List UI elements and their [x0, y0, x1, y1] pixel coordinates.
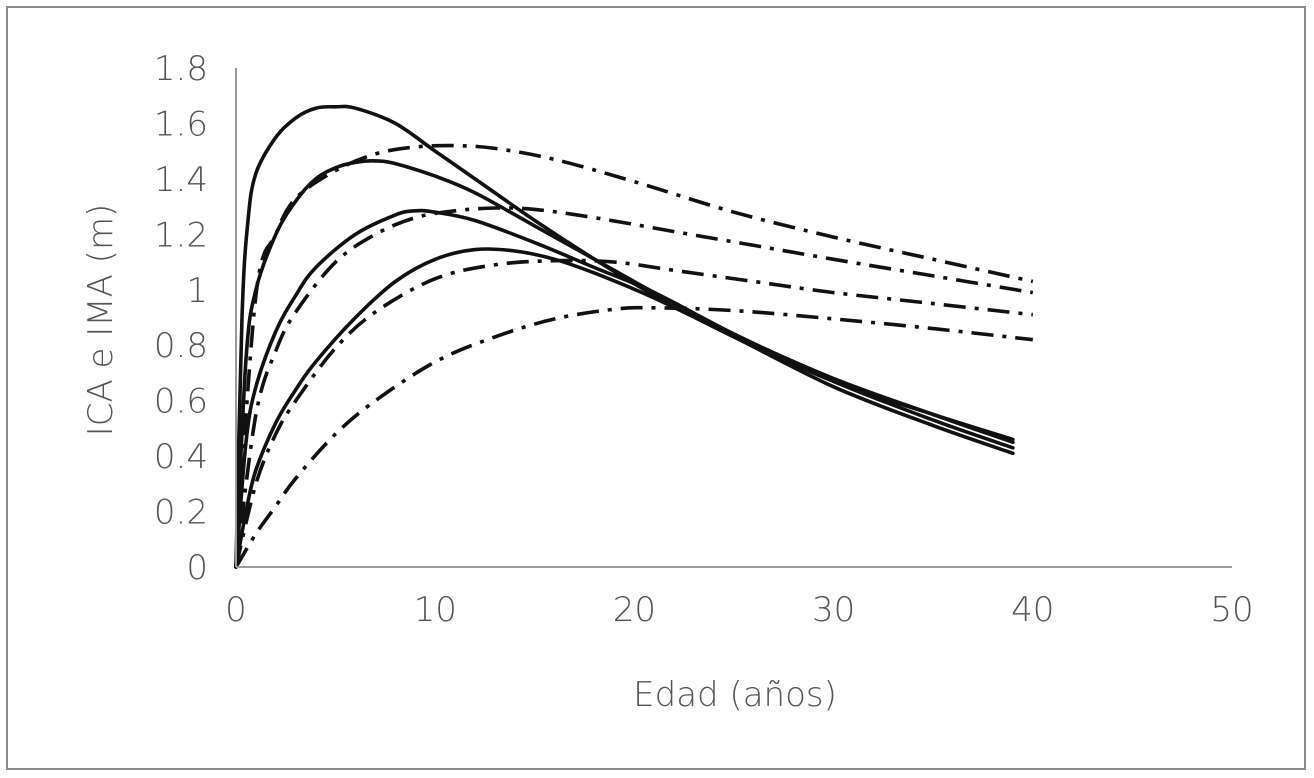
ima-curve-2	[234, 206, 1034, 568]
axes-group	[235, 68, 1232, 568]
x-tick-label: 30	[812, 590, 855, 630]
y-tick-label: 0	[186, 548, 208, 588]
y-tick-label: 1.6	[154, 104, 208, 144]
y-tick-label: 1.2	[154, 215, 208, 255]
ica-curve-1	[234, 104, 1015, 569]
y-tick-label: 1	[186, 271, 208, 311]
y-axis-title: ICA e IMA (m)	[81, 204, 121, 437]
y-tick-label: 0.2	[154, 493, 208, 533]
ica-curve-4	[234, 247, 1015, 569]
x-tick-label: 0	[225, 590, 247, 630]
y-tick-label: 0.8	[154, 326, 208, 366]
x-tick-label: 50	[1210, 590, 1253, 630]
ima-curve-4	[234, 305, 1034, 568]
x-axis-title: Edad (años)	[633, 675, 837, 715]
ima-curve-1	[234, 143, 1034, 568]
ica-curve-3	[234, 208, 1015, 569]
y-tick-label: 0.6	[154, 382, 208, 422]
y-tick-label: 1.8	[154, 49, 208, 89]
x-tick-label: 10	[414, 590, 457, 630]
chart-frame	[6, 6, 1306, 770]
series-group	[234, 104, 1034, 569]
y-tick-label: 0.4	[154, 437, 208, 477]
ima-curve-3	[234, 258, 1033, 568]
x-tick-label: 40	[1011, 590, 1054, 630]
y-tick-label: 1.4	[154, 160, 208, 200]
tick-labels-group: 0 0.2 0.4 0.6 0.8 1 1.2 1.4 1.6 1.8 0 10 20 30 40 50	[154, 49, 1254, 630]
x-tick-label: 20	[613, 590, 656, 630]
